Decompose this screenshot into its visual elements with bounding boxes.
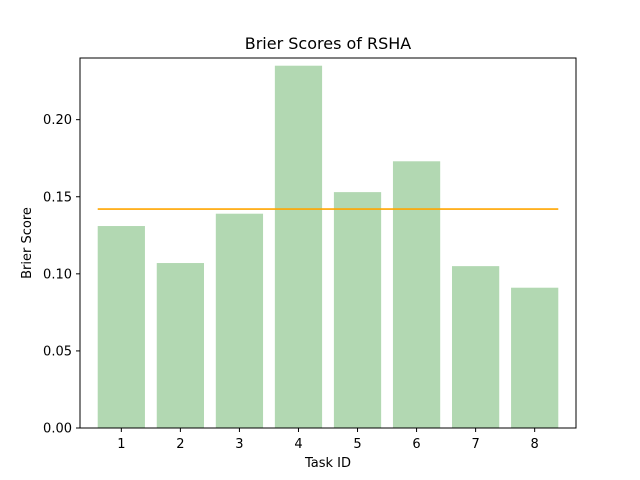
y-tick-label: 0.05 bbox=[43, 344, 72, 359]
bar-7 bbox=[452, 266, 500, 429]
bar-4 bbox=[274, 65, 323, 429]
x-tick-label: 4 bbox=[294, 437, 302, 452]
bar-2 bbox=[156, 263, 204, 428]
y-tick-label: 0.00 bbox=[43, 422, 72, 437]
y-tick-label: 0.20 bbox=[43, 113, 72, 128]
x-axis-label: Task ID bbox=[304, 456, 351, 471]
chart-title: Brier Scores of RSHA bbox=[245, 34, 412, 53]
x-tick-label: 6 bbox=[412, 437, 420, 452]
bar-1 bbox=[97, 226, 145, 428]
x-tick-label: 1 bbox=[117, 437, 125, 452]
bar-5 bbox=[333, 192, 382, 428]
y-axis-label: Brier Score bbox=[20, 207, 35, 279]
plot-frame bbox=[79, 57, 577, 429]
bar-3 bbox=[215, 213, 264, 428]
x-tick-label: 7 bbox=[471, 437, 479, 452]
y-tick-label: 0.15 bbox=[43, 190, 72, 205]
x-tick-label: 8 bbox=[531, 437, 539, 452]
x-tick-label: 3 bbox=[235, 437, 243, 452]
x-tick-label: 5 bbox=[353, 437, 361, 452]
x-tick-label: 2 bbox=[176, 437, 184, 452]
y-axis-ticks: 0.00 0.05 0.10 0.15 0.20 bbox=[43, 113, 80, 437]
x-axis-ticks: 1 2 3 4 5 6 7 8 bbox=[117, 428, 539, 452]
bar-6 bbox=[392, 161, 441, 429]
y-tick-label: 0.10 bbox=[43, 267, 72, 282]
bars-group bbox=[97, 65, 559, 429]
bar-8 bbox=[511, 287, 559, 428]
